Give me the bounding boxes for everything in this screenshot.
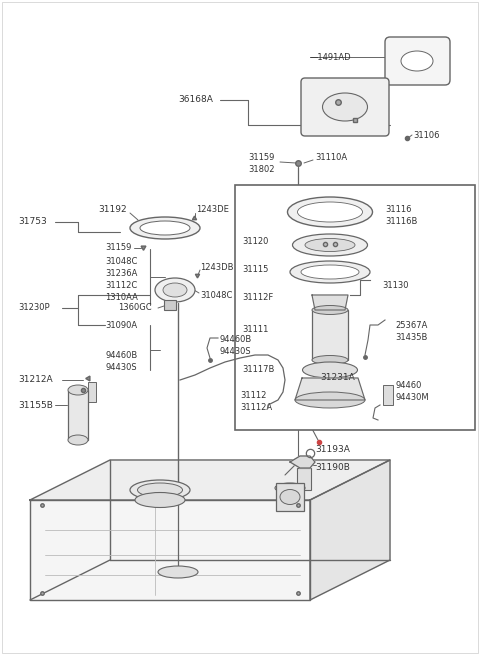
Polygon shape [312,295,348,310]
Text: 31159: 31159 [105,244,132,252]
Text: 31159: 31159 [248,153,275,162]
Ellipse shape [130,217,200,239]
Polygon shape [310,460,390,600]
Ellipse shape [280,489,300,504]
Ellipse shape [130,480,190,500]
FancyBboxPatch shape [385,37,450,85]
Ellipse shape [68,435,88,445]
Ellipse shape [312,356,348,364]
Bar [297,468,311,490]
Ellipse shape [401,51,433,71]
Bar [235,185,475,430]
Text: 31112C: 31112C [105,280,137,290]
Bar [164,300,176,310]
Ellipse shape [158,566,198,578]
Text: 31116: 31116 [385,206,411,214]
Text: 31212A: 31212A [18,375,53,384]
Ellipse shape [295,392,365,408]
Ellipse shape [288,197,372,227]
Text: 94460B: 94460B [105,350,137,360]
Text: 31112F: 31112F [242,293,273,303]
Ellipse shape [301,265,359,279]
Text: 31112A: 31112A [240,403,272,411]
Text: 31048C: 31048C [200,291,232,299]
Text: 25367A: 25367A [395,320,427,329]
FancyBboxPatch shape [301,78,389,136]
Text: 1243DE: 1243DE [196,206,229,214]
Text: 31106: 31106 [413,130,440,140]
Ellipse shape [290,261,370,283]
Bar [312,310,348,360]
Text: 31155B: 31155B [18,400,53,409]
Text: 31231A: 31231A [320,373,355,383]
Polygon shape [290,456,315,468]
Text: 31230P: 31230P [18,303,49,312]
Ellipse shape [155,278,195,302]
Ellipse shape [312,305,348,314]
Polygon shape [30,460,390,500]
Ellipse shape [305,238,355,252]
Text: 31090A: 31090A [105,320,137,329]
Text: 1360GC: 1360GC [118,303,152,312]
Text: 94430M: 94430M [395,392,429,402]
Text: 31190B: 31190B [315,464,350,472]
Text: 31192: 31192 [98,206,127,214]
Ellipse shape [298,202,362,222]
Text: 31117B: 31117B [242,365,275,375]
Ellipse shape [137,483,182,497]
Ellipse shape [302,362,358,378]
Bar [68,390,88,440]
Text: 31236A: 31236A [105,269,137,278]
Ellipse shape [140,221,190,235]
Text: 1243DB: 1243DB [200,263,233,272]
Polygon shape [30,500,310,600]
Ellipse shape [323,93,368,121]
Text: 31130: 31130 [382,280,408,290]
Text: 94430S: 94430S [220,348,252,356]
Bar [383,385,393,405]
Ellipse shape [68,385,88,395]
Text: 31115: 31115 [242,265,268,274]
Text: 31111: 31111 [242,326,268,335]
Text: 31753: 31753 [18,217,47,227]
Ellipse shape [163,283,187,297]
Text: 94460: 94460 [395,381,421,390]
Bar [276,483,304,511]
Text: 31112: 31112 [240,390,266,400]
Ellipse shape [292,234,368,256]
Text: 36168A: 36168A [178,96,213,105]
Text: 94430S: 94430S [105,362,137,371]
Text: 31120: 31120 [242,238,268,246]
Text: 31435B: 31435B [395,333,427,341]
Text: 31110A: 31110A [315,153,347,162]
Ellipse shape [135,493,185,508]
Text: 31116B: 31116B [385,217,418,227]
Text: 94460B: 94460B [220,335,252,345]
Text: —1491AD: —1491AD [310,52,352,62]
Text: 1310AA: 1310AA [105,293,138,301]
Text: 31048C: 31048C [105,257,137,265]
Text: 31802: 31802 [248,166,275,174]
Polygon shape [295,378,365,400]
Text: 31193A: 31193A [315,445,350,455]
Ellipse shape [275,483,305,493]
Bar [88,382,96,402]
